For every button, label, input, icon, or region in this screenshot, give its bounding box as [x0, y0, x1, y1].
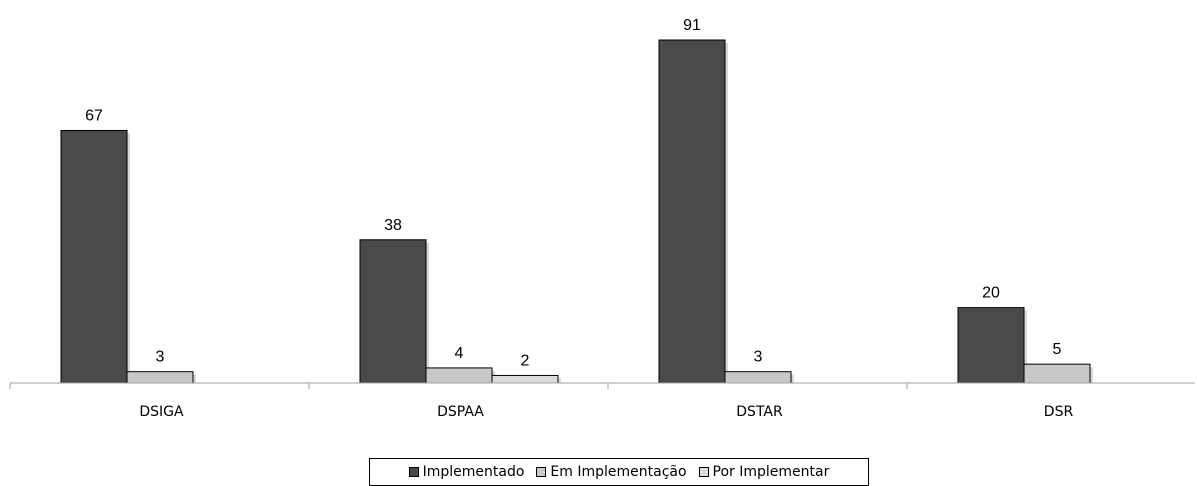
legend: Implementado Em Implementação Por Implem…	[369, 458, 869, 486]
legend-swatch-por-implementar	[698, 467, 709, 477]
data-label-em-implementacao-dspaa: 4	[455, 345, 464, 362]
data-label-implementado-dsr: 20	[982, 285, 1000, 302]
category-label-dspaa: DSPAA	[437, 404, 484, 420]
bar-implementado-dsr	[957, 307, 1025, 384]
category-label-dstar: DSTAR	[736, 404, 783, 420]
data-labels: 67 3 38 4 2 91 3 20 5	[85, 17, 1061, 369]
legend-label-implementado: Implementado	[422, 464, 525, 480]
data-label-por-implementar-dspaa: 2	[521, 352, 530, 369]
category-labels: DSIGA DSPAA DSTAR DSR	[139, 404, 1073, 420]
legend-swatch-em-implementacao	[536, 467, 547, 477]
category-label-dsr: DSR	[1044, 404, 1074, 420]
legend-item-implementado: Implementado	[408, 464, 525, 480]
legend-item-por-implementar: Por Implementar	[698, 464, 830, 480]
data-label-implementado-dstar: 91	[683, 17, 701, 34]
bar-em-implementacao-dsr	[1023, 363, 1091, 384]
data-label-em-implementacao-dsiga: 3	[156, 349, 165, 366]
data-label-em-implementacao-dstar: 3	[754, 349, 763, 366]
legend-label-por-implementar: Por Implementar	[712, 464, 830, 480]
legend-label-em-implementacao: Em Implementação	[550, 464, 687, 480]
bar-em-implementacao-dspaa	[425, 367, 493, 384]
data-label-em-implementacao-dsr: 5	[1053, 341, 1062, 358]
bar-implementado-dsiga	[60, 129, 128, 384]
bar-em-implementacao-dstar	[724, 371, 792, 384]
category-label-dsiga: DSIGA	[139, 404, 184, 420]
data-label-implementado-dsiga: 67	[85, 107, 103, 124]
bar-implementado-dstar	[658, 39, 726, 384]
x-axis	[9, 382, 1195, 389]
legend-swatch-implementado	[408, 467, 419, 477]
bar-em-implementacao-dsiga	[126, 371, 194, 384]
bar-por-implementar-dspaa	[491, 374, 559, 384]
data-label-implementado-dspaa: 38	[384, 217, 402, 234]
bars-group	[60, 39, 1093, 384]
bar-implementado-dspaa	[359, 239, 427, 384]
legend-item-em-implementacao: Em Implementação	[536, 464, 687, 480]
